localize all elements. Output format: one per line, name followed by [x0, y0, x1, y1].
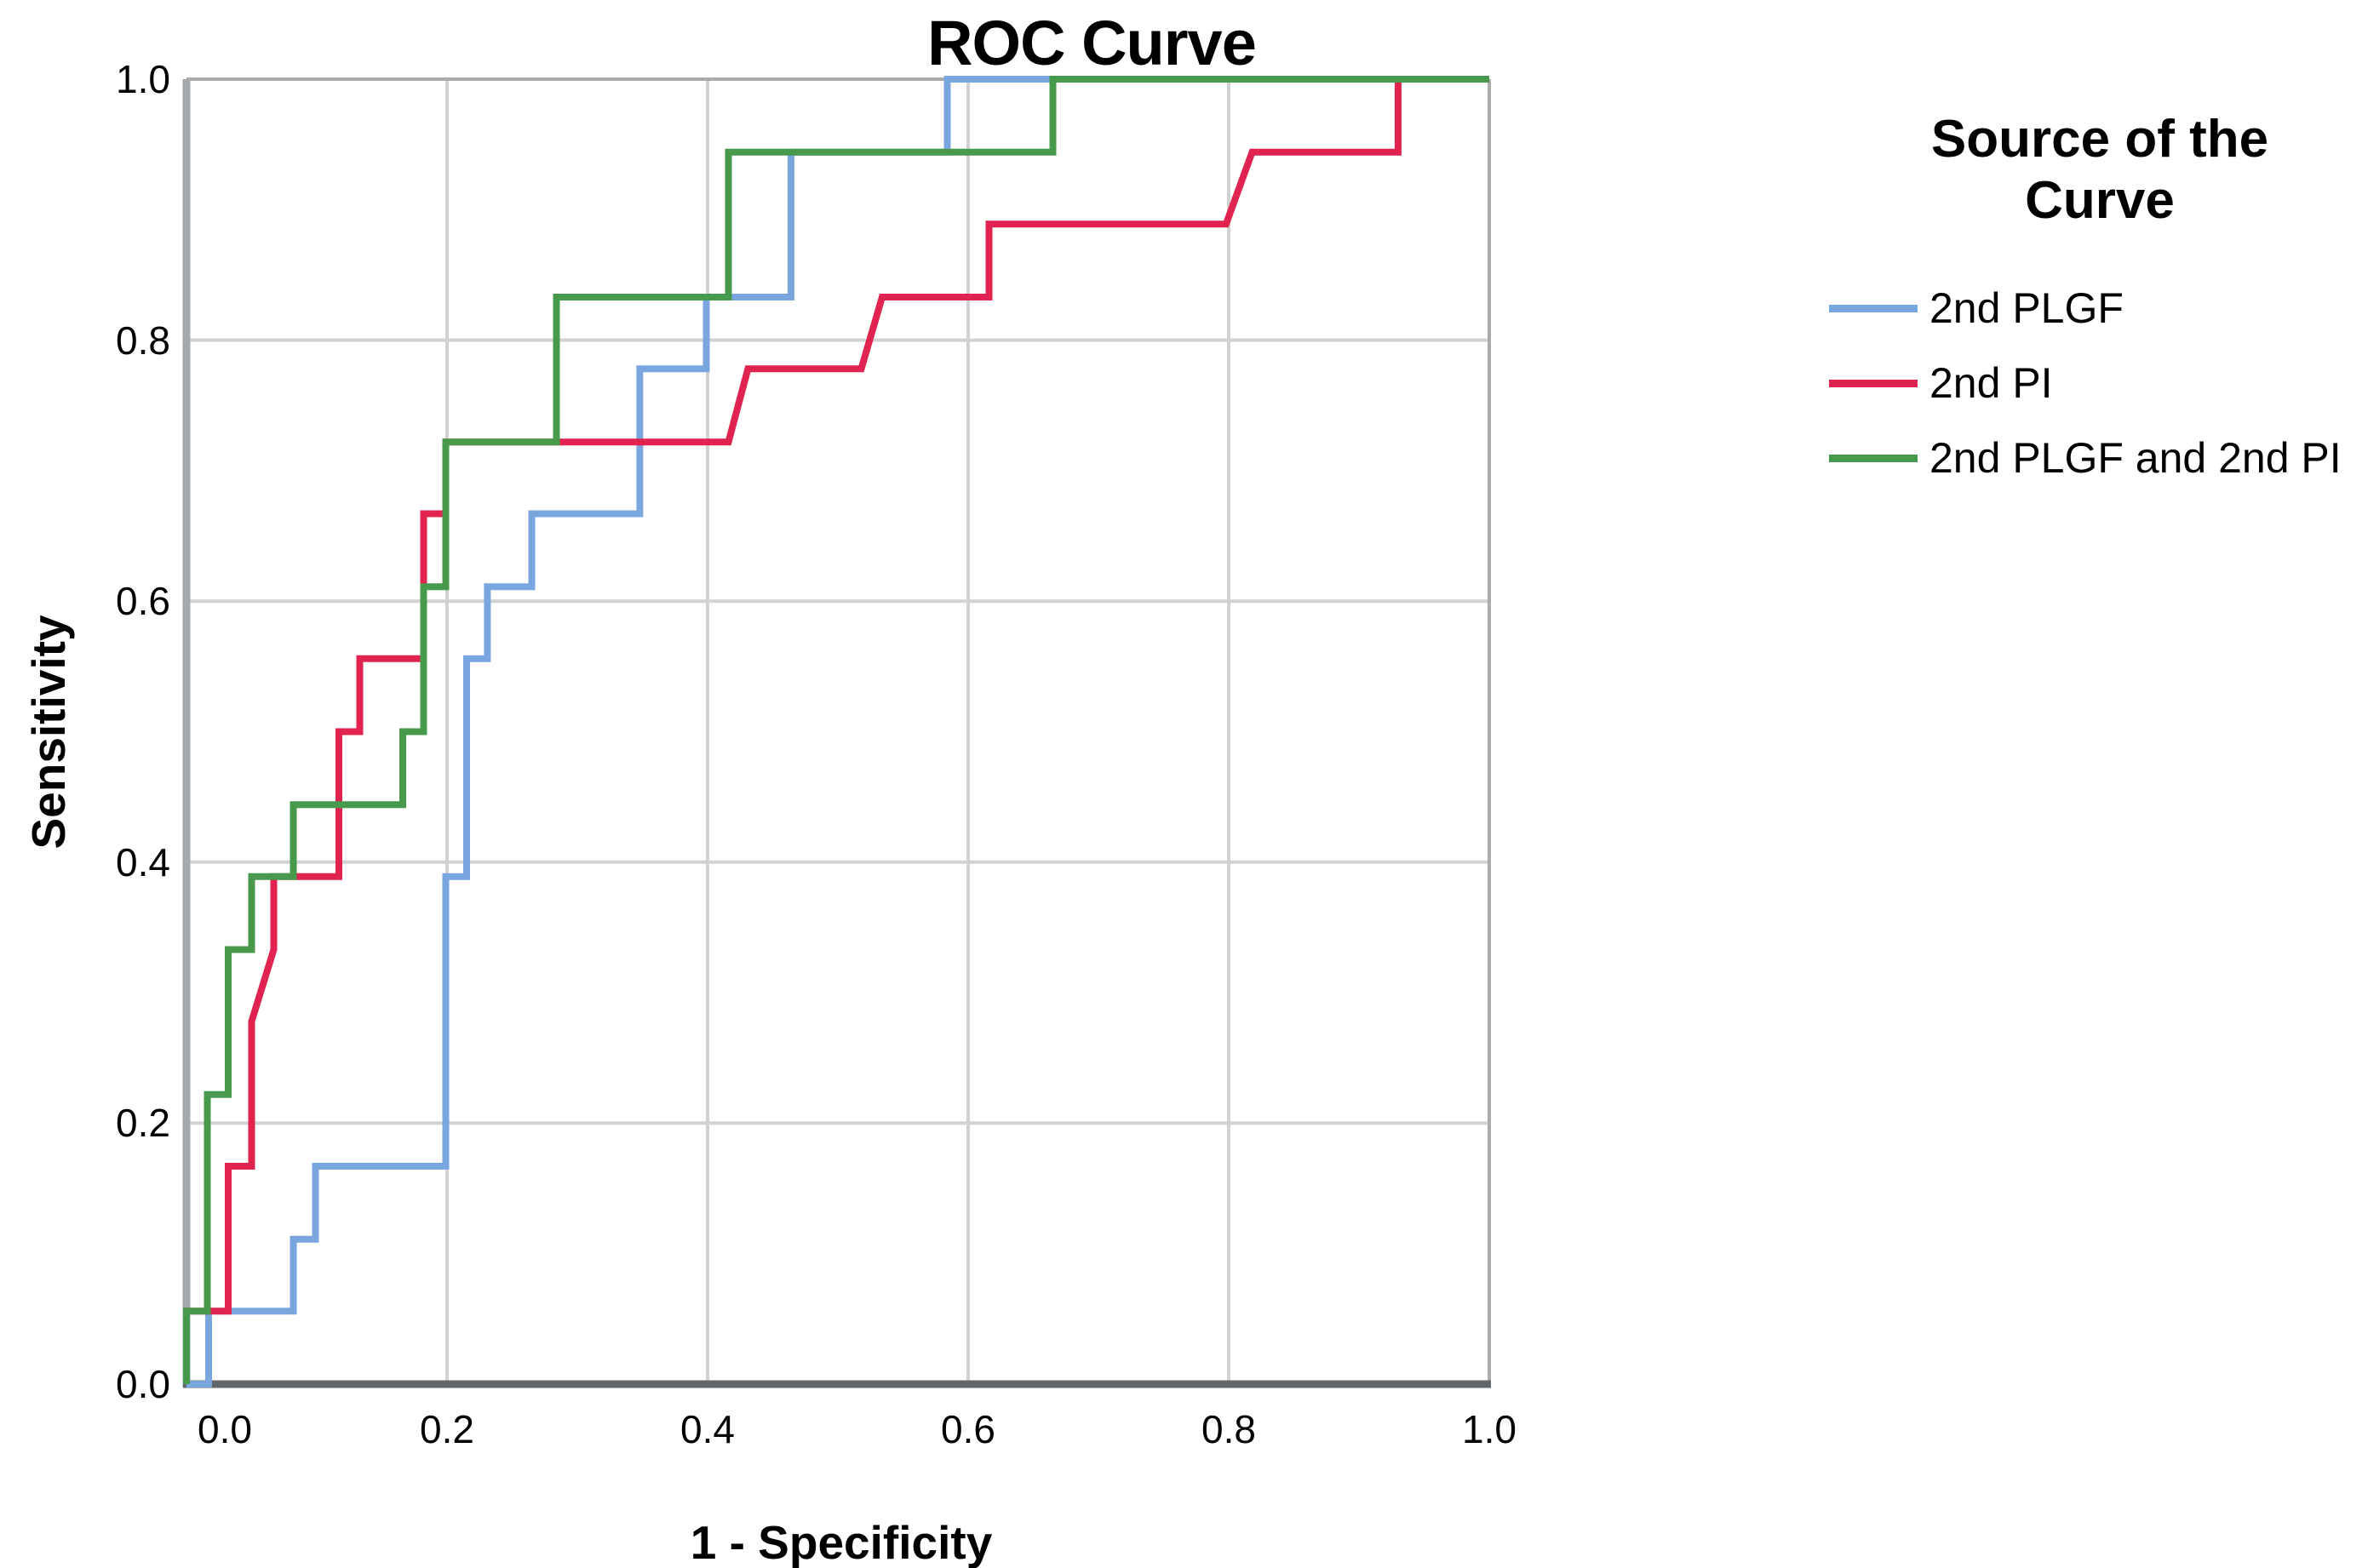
legend-swatch-2nd-pi	[1829, 379, 1918, 387]
roc-curve-2nd-plgf-and-2nd-pi	[183, 76, 1489, 1384]
legend-entry-2nd-plgf-and-2nd-pi: 2nd PLGF and 2nd PI	[1829, 421, 2368, 495]
legend-label: 2nd PI	[1929, 359, 2053, 407]
legend-title-line2: Curve	[2025, 171, 2175, 230]
x-tick-label: 1.0	[1462, 1407, 1517, 1451]
x-tick-label: 0.2	[420, 1407, 474, 1451]
legend-label: 2nd PLGF and 2nd PI	[1929, 434, 2342, 482]
x-tick-label: 0.4	[680, 1407, 735, 1451]
legend-swatch-2nd-plgf	[1829, 304, 1918, 312]
y-tick-label: 0.2	[116, 1101, 170, 1146]
y-tick-label: 0.0	[116, 1362, 170, 1406]
x-tick-label: 0.6	[941, 1407, 995, 1451]
roc-curve-2nd-pi	[183, 76, 1489, 1384]
chart-title: ROC Curve	[927, 8, 1257, 78]
legend-title-line1: Source of the	[1930, 110, 2269, 169]
y-axis-title: Sensitivity	[22, 615, 75, 850]
legend-label: 2nd PLGF	[1929, 284, 2124, 332]
y-tick-label: 0.8	[116, 318, 170, 363]
x-tick-label: 0.8	[1201, 1407, 1256, 1451]
legend-entry-list: 2nd PLGF 2nd PI 2nd PLGF and 2nd PI	[1829, 271, 2368, 495]
legend-entry-2nd-plgf: 2nd PLGF	[1829, 271, 2368, 346]
y-tick-label: 0.6	[116, 579, 170, 624]
legend-title: Source of the Curve	[1829, 109, 2368, 232]
y-tick-label: 1.0	[116, 57, 170, 101]
y-tick-label: 0.4	[116, 839, 170, 884]
legend-swatch-2nd-plgf-and-2nd-pi	[1829, 454, 1918, 462]
roc-curve-2nd-plgf	[186, 76, 1489, 1388]
x-tick-label: 0.0	[198, 1407, 252, 1451]
legend-entry-2nd-pi: 2nd PI	[1829, 346, 2368, 421]
x-axis-title: 1 - Specificity	[690, 1516, 993, 1568]
legend: Source of the Curve 2nd PLGF 2nd PI 2nd PL…	[1829, 109, 2368, 495]
